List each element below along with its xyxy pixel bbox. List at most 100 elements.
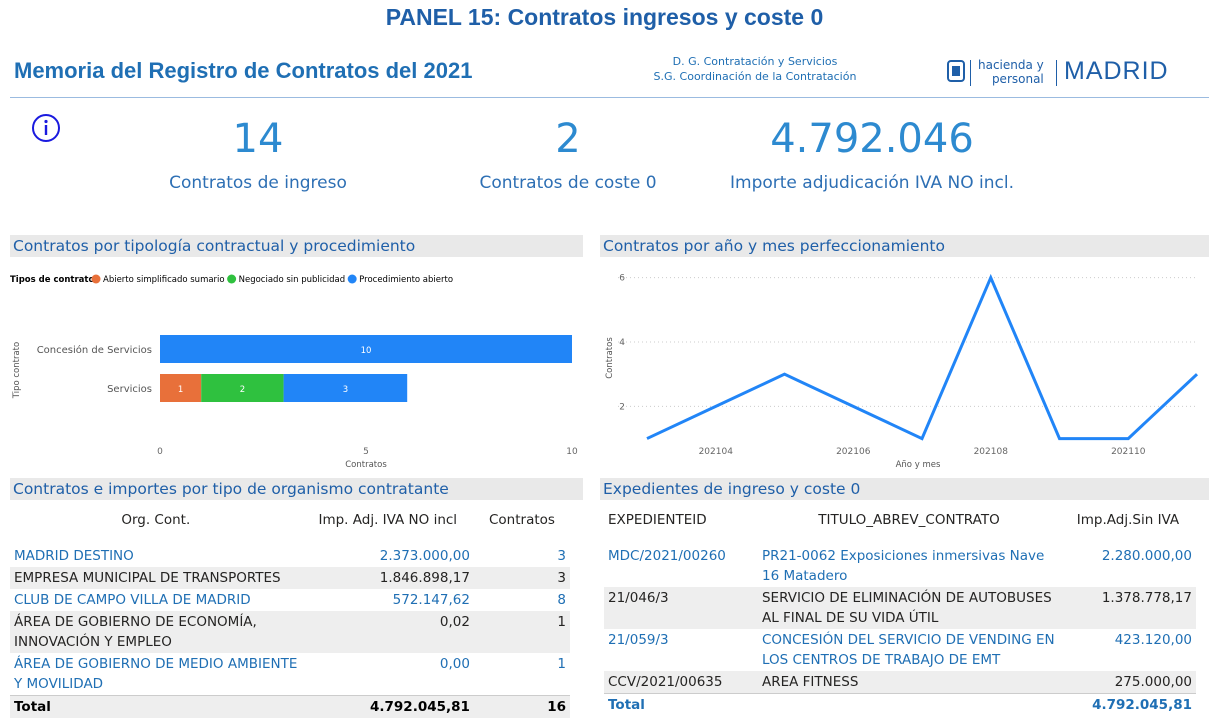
table: Org. Cont. Imp. Adj. IVA NO incl Contratos… <box>10 504 570 718</box>
legend-marker <box>91 274 101 284</box>
cell: MDC/2021/00260 <box>608 548 726 564</box>
legend-title: Tipos de contrato <box>10 275 94 285</box>
cell: 21/059/3 <box>608 632 669 648</box>
table-row: EMPRESA MUNICIPAL DE TRANSPORTES 1.846.89… <box>10 567 570 589</box>
y-tick-label: Concesión de Servicios <box>37 344 152 356</box>
cell: ÁREA DE GOBIERNO DE ECONOMÍA, INNOVACIÓN… <box>14 614 257 650</box>
logo-divider <box>970 60 971 86</box>
org-text: D. G. Contratación y Servicios S.G. Coord… <box>640 54 870 84</box>
cell: 1 <box>557 614 566 630</box>
cell: 3 <box>557 570 566 586</box>
y-tick-label: 2 <box>619 402 625 412</box>
org-line: D. G. Contratación y Servicios <box>672 55 838 68</box>
table-head: Org. Cont. Imp. Adj. IVA NO incl Contratos <box>10 504 570 545</box>
table-head: EXPEDIENTEID TITULO_ABREV_CONTRATO Imp.Adj… <box>604 504 1196 545</box>
cell: CLUB DE CAMPO VILLA DE MADRID <box>14 592 251 608</box>
table-body: MDC/2021/00260 PR21-0062 Exposiciones inm… <box>604 545 1196 716</box>
x-tick-label: 0 <box>157 447 163 457</box>
cell: 1.846.898,17 <box>379 570 470 586</box>
x-tick-label: 202110 <box>1111 447 1146 457</box>
x-axis-label: Año y mes <box>896 460 941 470</box>
total-row: Total 4.792.045,81 <box>604 693 1196 716</box>
cell: 275.000,00 <box>1114 674 1192 690</box>
data-label: 10 <box>361 346 372 356</box>
y-tick-label: Servicios <box>107 384 152 395</box>
cell: 0,00 <box>439 656 470 672</box>
cell: 3 <box>557 548 566 564</box>
logo-shield <box>947 60 965 82</box>
table-row: ÁREA DE GOBIERNO DE MEDIO AMBIENTE Y MOV… <box>10 653 570 696</box>
column-header: EXPEDIENTEID <box>608 512 707 528</box>
kpi-value: 2 <box>555 116 581 162</box>
line-series <box>646 273 1199 441</box>
legend-marker <box>347 274 357 284</box>
info-icon[interactable] <box>30 112 62 144</box>
table-row: CLUB DE CAMPO VILLA DE MADRID 572.147,62 8 <box>10 589 570 611</box>
legend-label: Abierto simplificado sumario <box>103 275 225 285</box>
column-header: Contratos <box>488 512 555 528</box>
data-label: 1 <box>178 385 183 395</box>
cell: CCV/2021/00635 <box>608 674 723 690</box>
cell: 1.378.778,17 <box>1101 590 1192 606</box>
column-header: Org. Cont. <box>121 512 191 528</box>
cell: AREA FITNESS <box>761 674 859 690</box>
cell: 8 <box>557 592 566 608</box>
cell: ÁREA DE GOBIERNO DE MEDIO AMBIENTE Y MOV… <box>14 656 298 692</box>
bar-segment <box>201 374 284 402</box>
cell: 2.373.000,00 <box>379 548 470 564</box>
cell: 21/046/3 <box>608 590 669 606</box>
cell: 2.280.000,00 <box>1101 548 1192 564</box>
y-axis-label: Contratos <box>605 337 615 379</box>
table-row: 21/059/3 CONCESIÓN DEL SERVICIO DE VENDIN… <box>604 629 1196 671</box>
column-header: Imp. Adj. IVA NO incl <box>318 512 458 528</box>
x-axis-label: Contratos <box>345 460 387 470</box>
logo-divider <box>1056 60 1057 86</box>
column-header: Imp.Adj.Sin IVA <box>1076 512 1180 528</box>
cell: CONCESIÓN DEL SERVICIO DE VENDING EN LOS… <box>761 632 1055 668</box>
bar-segment <box>160 374 202 402</box>
table-row: MDC/2021/00260 PR21-0062 Exposiciones inm… <box>604 545 1196 587</box>
y-axis-label: Tipo contrato <box>12 342 22 399</box>
bar-segment <box>160 335 572 363</box>
data-label: 2 <box>240 385 245 395</box>
cell: 423.120,00 <box>1114 632 1192 648</box>
total-cell: Total <box>10 695 302 718</box>
header-row: EXPEDIENTEID TITULO_ABREV_CONTRATO Imp.Adj… <box>604 504 1196 545</box>
kpi-value: 4.792.046 <box>770 116 974 162</box>
cell: 0,02 <box>439 614 470 630</box>
legend-label: Procedimiento abierto <box>359 275 453 285</box>
column-header: TITULO_ABREV_CONTRATO <box>818 512 1000 528</box>
total-cell <box>757 693 1060 716</box>
cell: EMPRESA MUNICIPAL DE TRANSPORTES <box>14 570 281 586</box>
total-cell: 4.792.045,81 <box>1059 693 1196 716</box>
cell: MADRID DESTINO <box>14 548 134 564</box>
table-row: ÁREA DE GOBIERNO DE ECONOMÍA, INNOVACIÓN… <box>10 611 570 653</box>
total-row: Total 4.792.045,81 16 <box>10 695 570 718</box>
data-label: 3 <box>343 385 348 395</box>
total-cell: 16 <box>473 695 570 718</box>
kpi-label: Importe adjudicación IVA NO incl. <box>730 173 1014 193</box>
total-cell: 4.792.045,81 <box>301 695 474 718</box>
org-line: S.G. Coordinación de la Contratación <box>653 70 857 83</box>
header-row: Org. Cont. Imp. Adj. IVA NO incl Contratos <box>10 504 570 545</box>
y-tick-label: 4 <box>619 338 625 348</box>
total-cell: Total <box>604 693 758 716</box>
table-row: CCV/2021/00635 AREA FITNESS 275.000,00 <box>604 671 1196 694</box>
x-tick-label: 5 <box>363 447 369 457</box>
cell: PR21-0062 Exposiciones inmersivas Nave 1… <box>761 548 1045 584</box>
header-rule <box>10 97 1209 98</box>
legend-label: Negociado sin publicidad <box>239 275 346 285</box>
chart-title: Contratos por tipología contractual y pr… <box>10 235 583 257</box>
line-chart: 2 4 6 202104 202106 202108 202110 Año y mes Cont… <box>605 273 1199 470</box>
kpi-label: Contratos de coste 0 <box>479 173 657 193</box>
table-row: MADRID DESTINO 2.373.000,00 3 <box>10 545 570 567</box>
logo-line: hacienda y <box>978 58 1044 72</box>
logo-line: personal <box>991 72 1044 86</box>
table: EXPEDIENTEID TITULO_ABREV_CONTRATO Imp.Adj… <box>604 504 1196 716</box>
kpi-label: Contratos de ingreso <box>169 173 347 193</box>
logo-city: MADRID <box>1064 57 1169 85</box>
bar-chart: Tipos de contrato Abierto simplificado su… <box>10 274 578 470</box>
panel-title: PANEL 15: Contratos ingresos y coste 0 <box>385 4 824 30</box>
kpi-value: 14 <box>232 116 284 162</box>
x-tick-label: 10 <box>566 447 578 457</box>
